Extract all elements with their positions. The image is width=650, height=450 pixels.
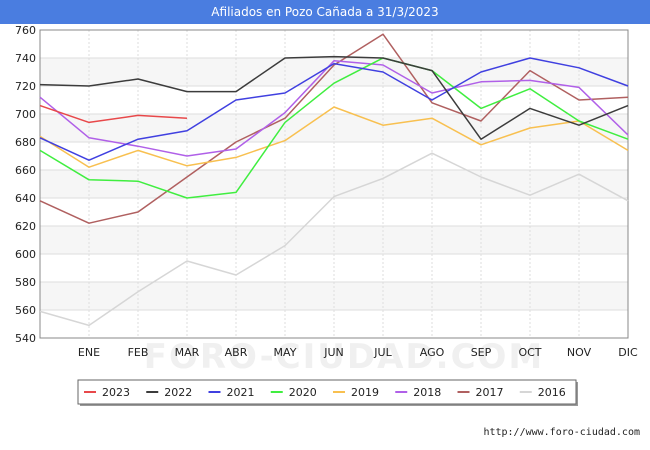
y-tick-label: 600 — [15, 248, 36, 261]
watermark: FORO-CIUDAD.COM — [144, 337, 545, 377]
plot-frame — [39, 29, 629, 339]
y-tick-label: 700 — [15, 108, 36, 121]
x-tick-label: OCT — [518, 346, 541, 359]
source-url[interactable]: http://www.foro-ciudad.com — [483, 427, 640, 438]
legend-label-2021: 2021 — [227, 386, 255, 399]
x-tick-label: ENE — [78, 346, 100, 359]
legend-label-2020: 2020 — [289, 386, 317, 399]
legend-label-2023: 2023 — [102, 386, 130, 399]
y-tick-label: 580 — [15, 276, 36, 289]
x-tick-label: NOV — [567, 346, 592, 359]
x-tick-label: MAR — [175, 346, 200, 359]
y-tick-label: 620 — [15, 220, 36, 233]
x-tick-label: ABR — [225, 346, 248, 359]
x-tick-label: JUN — [323, 346, 344, 359]
y-tick-label: 680 — [15, 136, 36, 149]
y-tick-label: 760 — [15, 24, 36, 37]
x-tick-label: FEB — [128, 346, 149, 359]
series-line-2017 — [39, 33, 629, 224]
y-tick-label: 560 — [15, 304, 36, 317]
y-tick-label: 720 — [15, 80, 36, 93]
series-line-2019 — [39, 106, 629, 168]
y-tick-label: 640 — [15, 192, 36, 205]
x-tick-label: JUL — [373, 346, 392, 359]
series-line-2021 — [39, 57, 629, 161]
legend-label-2017: 2017 — [476, 386, 504, 399]
legend-box — [77, 379, 577, 405]
x-tick-label: AGO — [420, 346, 445, 359]
x-tick-label: SEP — [471, 346, 492, 359]
legend-label-2016: 2016 — [538, 386, 566, 399]
series-line-2020 — [39, 57, 629, 199]
x-tick-label: DIC — [618, 346, 638, 359]
y-tick-label: 660 — [15, 164, 36, 177]
legend-label-2018: 2018 — [413, 386, 441, 399]
series-line-2022 — [39, 55, 629, 140]
legend-label-2022: 2022 — [164, 386, 192, 399]
chart-title: Afiliados en Pozo Cañada a 31/3/2023 — [0, 0, 650, 24]
y-tick-label: 540 — [15, 332, 36, 345]
x-tick-label: MAY — [274, 346, 297, 359]
series-line-2023 — [39, 104, 188, 124]
series-line-2016 — [39, 152, 629, 327]
y-tick-label: 740 — [15, 52, 36, 65]
series-line-2018 — [39, 60, 629, 157]
legend-label-2019: 2019 — [351, 386, 379, 399]
